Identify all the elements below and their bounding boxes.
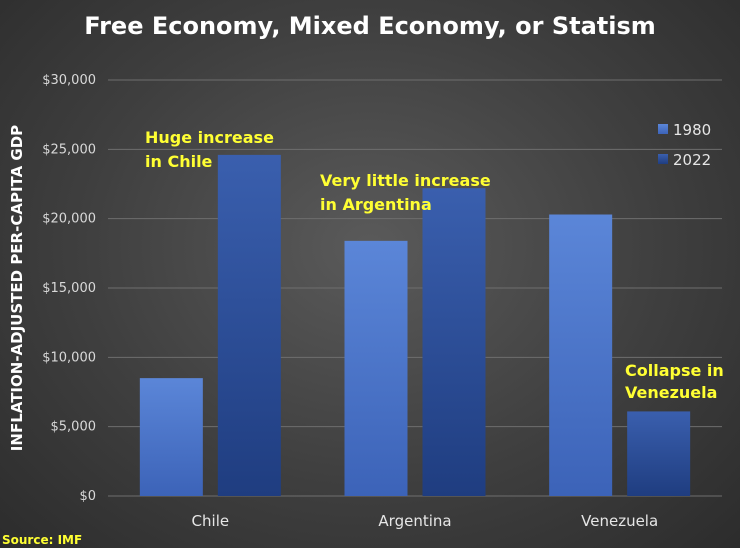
gridlines (108, 79, 722, 497)
annotation-chile-line-2: in Chile (145, 152, 213, 171)
y-tick-label: $20,000 (42, 212, 96, 227)
category-label-chile: Chile (192, 512, 230, 530)
category-label-venezuela: Venezuela (581, 512, 658, 530)
bar-chile-1980 (139, 378, 203, 496)
annotation-argentina-line-2: in Argentina (320, 195, 432, 214)
annotation-venezuela: Collapse in Venezuela (625, 361, 729, 402)
legend-swatch-2022 (658, 154, 668, 164)
y-axis-label: INFLATION-ADJUSTED PER-CAPITA GDP (8, 125, 26, 451)
y-tick-label: $0 (79, 489, 96, 504)
annotation-argentina-line-1: Very little increase (320, 171, 491, 190)
annotation-venezuela-line-2: Venezuela (625, 383, 717, 402)
bar-venezuela-1980 (549, 214, 613, 497)
annotation-venezuela-line-1: Collapse in (625, 361, 724, 380)
y-tick-label: $15,000 (42, 281, 96, 296)
legend: 1980 2022 (658, 121, 711, 169)
legend-swatch-1980 (658, 124, 668, 134)
annotations: Huge increase in Chile Very little incre… (145, 128, 729, 402)
bar-argentina-2022 (422, 188, 486, 496)
annotation-chile-line-1: Huge increase (145, 128, 274, 147)
legend-label-1980: 1980 (673, 121, 711, 139)
source-note: Source: IMF (2, 533, 82, 547)
bar-chile-2022 (217, 154, 281, 496)
bar-argentina-1980 (344, 240, 408, 496)
y-tick-labels: $0 $5,000 $10,000 $15,000 $20,000 $25,000 $30,… (42, 73, 96, 504)
y-tick-label: $10,000 (42, 350, 96, 365)
legend-label-2022: 2022 (673, 151, 711, 169)
category-labels: Chile Argentina Venezuela (192, 512, 659, 530)
annotation-chile: Huge increase in Chile (145, 128, 280, 171)
bar-venezuela-2022 (627, 411, 691, 496)
chart-title: Free Economy, Mixed Economy, or Statism (84, 12, 656, 40)
y-tick-label: $30,000 (42, 73, 96, 88)
annotation-argentina: Very little increase in Argentina (320, 171, 496, 214)
bars (139, 154, 691, 497)
y-tick-label: $25,000 (42, 142, 96, 157)
category-label-argentina: Argentina (378, 512, 451, 530)
y-tick-label: $5,000 (51, 420, 97, 435)
